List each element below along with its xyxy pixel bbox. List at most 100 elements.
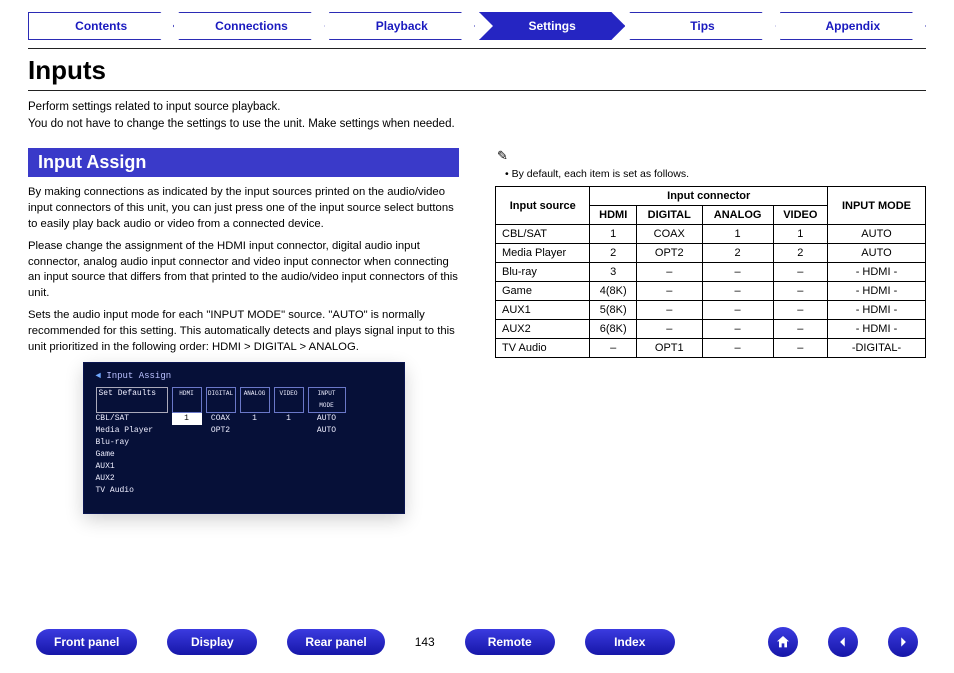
cell-value: - HDMI - [827, 320, 925, 339]
osd-cell [240, 425, 270, 437]
nav-display[interactable]: Display [167, 629, 257, 655]
table-row: Media Player2OPT222AUTO [496, 244, 926, 263]
osd-row: Media PlayerOPT2AUTO [96, 425, 392, 437]
osd-cell [274, 485, 304, 497]
cell-value: COAX [637, 225, 703, 244]
table-row: AUX26(8K)–––- HDMI - [496, 320, 926, 339]
osd-cell [308, 437, 346, 449]
osd-cell [274, 437, 304, 449]
osd-row-label: AUX2 [96, 473, 168, 485]
osd-cell [274, 449, 304, 461]
table-row: Game4(8K)–––- HDMI - [496, 282, 926, 301]
osd-row: TV Audio [96, 485, 392, 497]
next-page-button[interactable] [888, 627, 918, 657]
cell-source: TV Audio [496, 339, 590, 358]
osd-cell [206, 461, 236, 473]
body-paragraph: Please change the assignment of the HDMI… [28, 239, 459, 302]
body-paragraph: Sets the audio input mode for each "INPU… [28, 308, 459, 355]
cell-value: 2 [590, 244, 637, 263]
osd-col-header: VIDEO [274, 387, 304, 413]
cell-value: 1 [773, 225, 827, 244]
osd-cell [206, 449, 236, 461]
osd-col-header: DIGITAL [206, 387, 236, 413]
cell-value: 3 [590, 263, 637, 282]
cell-value: 1 [590, 225, 637, 244]
osd-cell [308, 473, 346, 485]
osd-cell [240, 437, 270, 449]
osd-row: AUX2 [96, 473, 392, 485]
cell-value: – [702, 320, 773, 339]
cell-value: 4(8K) [590, 282, 637, 301]
tab-connections[interactable]: Connections [178, 12, 324, 40]
osd-cell: 1 [240, 413, 270, 425]
osd-row-label: Blu-ray [96, 437, 168, 449]
page-title: Inputs [28, 55, 926, 86]
cell-value: OPT1 [637, 339, 703, 358]
pencil-icon: ✎ [495, 148, 926, 164]
section-header: Input Assign [28, 148, 459, 177]
nav-remote[interactable]: Remote [465, 629, 555, 655]
osd-row: AUX1 [96, 461, 392, 473]
cell-value: – [637, 263, 703, 282]
osd-cell [206, 473, 236, 485]
osd-row-label: Media Player [96, 425, 168, 437]
body-paragraph: By making connections as indicated by th… [28, 185, 459, 232]
osd-cell: AUTO [308, 425, 346, 437]
osd-cell [274, 461, 304, 473]
tab-contents[interactable]: Contents [28, 12, 174, 40]
home-button[interactable] [768, 627, 798, 657]
osd-cell [172, 449, 202, 461]
osd-cell [240, 485, 270, 497]
osd-cell [240, 449, 270, 461]
osd-title: Input Assign [96, 371, 392, 381]
intro-line: You do not have to change the settings t… [28, 116, 926, 133]
right-column: ✎ By default, each item is set as follow… [495, 148, 926, 513]
cell-value: - HDMI - [827, 263, 925, 282]
th-video: VIDEO [773, 206, 827, 225]
th-analog: ANALOG [702, 206, 773, 225]
osd-cell [274, 425, 304, 437]
page-number: 143 [415, 635, 435, 649]
nav-front-panel[interactable]: Front panel [36, 629, 137, 655]
default-note: By default, each item is set as follows. [505, 168, 926, 180]
osd-set-defaults: Set Defaults [96, 387, 168, 413]
tab-playback[interactable]: Playback [329, 12, 475, 40]
nav-rear-panel[interactable]: Rear panel [287, 629, 384, 655]
osd-cell [274, 473, 304, 485]
tab-appendix[interactable]: Appendix [780, 12, 926, 40]
cell-source: AUX2 [496, 320, 590, 339]
table-row: CBL/SAT1COAX11AUTO [496, 225, 926, 244]
intro-line: Perform settings related to input source… [28, 99, 926, 116]
osd-col-header: ANALOG [240, 387, 270, 413]
osd-cell [308, 449, 346, 461]
table-row: AUX15(8K)–––- HDMI - [496, 301, 926, 320]
th-hdmi: HDMI [590, 206, 637, 225]
osd-cell [172, 461, 202, 473]
table-row: TV Audio–OPT1––-DIGITAL- [496, 339, 926, 358]
th-input-source: Input source [496, 187, 590, 225]
cell-value: 2 [702, 244, 773, 263]
cell-value: AUTO [827, 244, 925, 263]
cell-value: – [773, 339, 827, 358]
osd-row-label: Game [96, 449, 168, 461]
cell-value: – [702, 282, 773, 301]
osd-row-label: AUX1 [96, 461, 168, 473]
nav-index[interactable]: Index [585, 629, 675, 655]
tab-settings[interactable]: Settings [479, 12, 625, 40]
tab-tips[interactable]: Tips [629, 12, 775, 40]
osd-cell [308, 461, 346, 473]
cell-value: – [773, 282, 827, 301]
osd-cell [172, 437, 202, 449]
osd-cell [172, 425, 202, 437]
osd-cell [308, 485, 346, 497]
cell-value: AUTO [827, 225, 925, 244]
osd-cell [206, 485, 236, 497]
cell-source: CBL/SAT [496, 225, 590, 244]
cell-value: – [702, 339, 773, 358]
prev-page-button[interactable] [828, 627, 858, 657]
osd-row: Blu-ray [96, 437, 392, 449]
cell-value: - HDMI - [827, 282, 925, 301]
cell-source: Media Player [496, 244, 590, 263]
osd-row-label: CBL/SAT [96, 413, 168, 425]
cell-value: – [702, 263, 773, 282]
